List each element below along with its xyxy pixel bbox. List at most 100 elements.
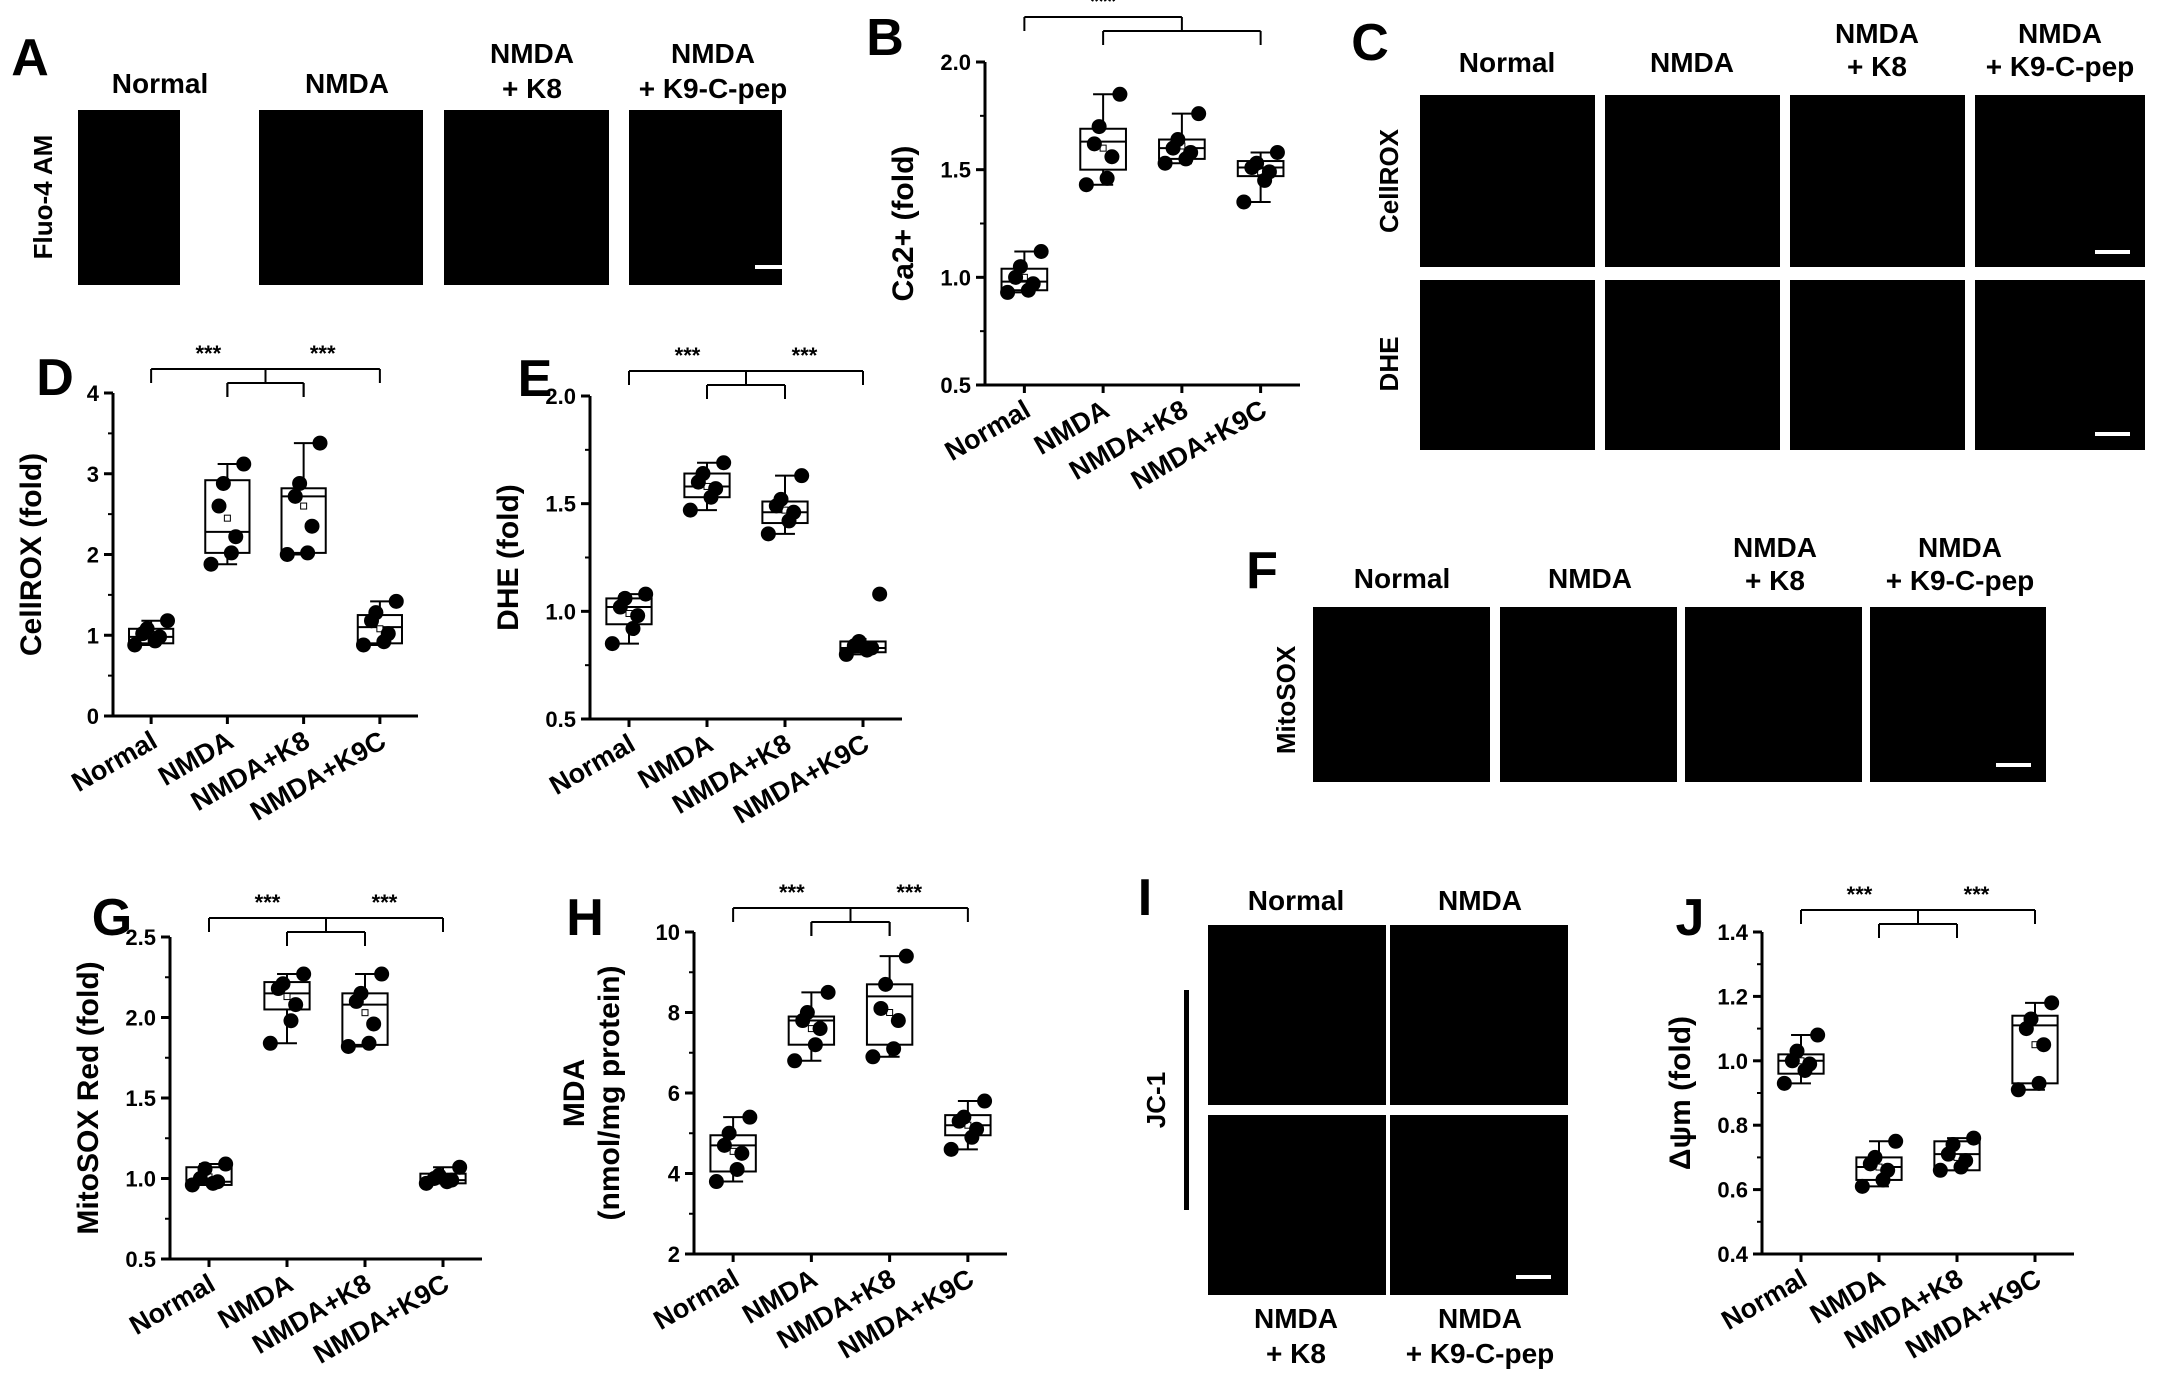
tissue-layer bbox=[1685, 755, 1862, 782]
row-label-jc1: JC-1 bbox=[1141, 1072, 1171, 1128]
data-point bbox=[1888, 1133, 1904, 1149]
tile-texture bbox=[259, 117, 423, 275]
y-tick-label: 1.0 bbox=[1717, 1049, 1748, 1074]
column-title: + K8 bbox=[1745, 565, 1805, 596]
tissue-layer bbox=[1790, 115, 1965, 137]
data-point bbox=[368, 605, 384, 621]
significance-label: *** bbox=[896, 880, 922, 905]
tissue-layer bbox=[259, 208, 423, 243]
mitosox-image-1 bbox=[1500, 607, 1677, 782]
tissue-layer bbox=[1420, 290, 1595, 311]
tissue-layer bbox=[1313, 715, 1490, 751]
data-point bbox=[380, 626, 396, 642]
data-point bbox=[388, 593, 404, 609]
box-2 bbox=[340, 966, 390, 1054]
column-title: NMDA bbox=[1835, 18, 1919, 49]
tissue-layer bbox=[1313, 621, 1490, 642]
significance-bracket: *** bbox=[706, 343, 864, 399]
data-point bbox=[127, 637, 143, 653]
tissue-layer bbox=[1790, 218, 1965, 267]
data-point bbox=[1810, 1027, 1826, 1043]
data-point bbox=[1078, 177, 1094, 193]
y-tick-label: 1 bbox=[87, 623, 99, 648]
tissue-layer bbox=[78, 159, 180, 203]
y-tick-label: 6 bbox=[668, 1081, 680, 1106]
tissue-layer bbox=[1208, 1024, 1386, 1046]
data-point bbox=[604, 636, 620, 652]
data-point bbox=[1099, 170, 1115, 186]
data-point bbox=[1091, 119, 1107, 135]
tissue-layer bbox=[1790, 395, 1965, 450]
y-tick-label: 2.0 bbox=[125, 1006, 156, 1031]
scale-bar bbox=[2095, 432, 2130, 436]
tissue-layer bbox=[1208, 979, 1386, 1019]
y-tick-label: 0 bbox=[87, 704, 99, 729]
data-point bbox=[1025, 276, 1041, 292]
tissue-layer bbox=[1870, 715, 2046, 751]
tissue-layer bbox=[1390, 979, 1568, 1019]
tissue-layer bbox=[78, 211, 180, 240]
data-point bbox=[1170, 132, 1186, 148]
data-point bbox=[2031, 1075, 2047, 1091]
tile-texture bbox=[1685, 621, 1862, 782]
y-tick-label: 4 bbox=[668, 1162, 681, 1187]
data-point bbox=[1945, 1137, 1961, 1153]
data-point bbox=[682, 502, 698, 518]
data-point bbox=[943, 1141, 959, 1157]
data-point bbox=[794, 468, 810, 484]
data-point bbox=[160, 613, 176, 629]
box-mean-marker bbox=[223, 514, 231, 522]
tissue-layer bbox=[1208, 934, 1386, 970]
data-point bbox=[625, 621, 641, 637]
data-point bbox=[864, 640, 880, 656]
data-point bbox=[223, 545, 239, 561]
tissue-layer bbox=[1685, 663, 1862, 705]
x-category-label: Normal bbox=[1716, 1263, 1812, 1335]
column-title: Normal bbox=[1248, 885, 1344, 916]
y-axis-label: (nmol/mg protein) bbox=[593, 966, 626, 1221]
y-axis-label: Ca2+ (fold) bbox=[887, 146, 920, 302]
chart-b: 0.51.01.52.0NormalNMDANMDA+K8NMDA+K9CCa2… bbox=[866, 0, 1300, 496]
data-point bbox=[288, 997, 304, 1013]
tissue-layer bbox=[1390, 1024, 1568, 1046]
column-title: + K8 bbox=[1847, 51, 1907, 82]
panel-letter-g: G bbox=[92, 889, 132, 947]
data-point bbox=[139, 621, 155, 637]
tissue-layer bbox=[1420, 218, 1595, 267]
tissue-layer bbox=[1208, 1214, 1386, 1236]
dhe-image-3 bbox=[1975, 280, 2145, 450]
scale-bar bbox=[2095, 250, 2130, 254]
box-3 bbox=[2010, 995, 2060, 1098]
column-title: NMDA bbox=[1733, 532, 1817, 563]
y-tick-label: 1.5 bbox=[545, 492, 576, 517]
column-title: NMDA bbox=[1254, 1303, 1338, 1334]
y-tick-label: 0.5 bbox=[940, 373, 971, 398]
column-title: NMDA bbox=[671, 38, 755, 69]
data-point bbox=[353, 985, 369, 1001]
tissue-layer bbox=[629, 148, 782, 201]
data-point bbox=[729, 1161, 745, 1177]
chart-e: 0.51.01.52.0NormalNMDANMDA+K8NMDA+K9CDHE… bbox=[492, 343, 902, 830]
significance-label: *** bbox=[675, 343, 701, 368]
box-0 bbox=[708, 1109, 758, 1190]
jc1-image-0 bbox=[1208, 925, 1386, 1105]
tissue-layer bbox=[444, 253, 609, 275]
tissue-layer bbox=[259, 148, 423, 201]
data-point bbox=[1867, 1149, 1883, 1165]
y-tick-label: 10 bbox=[656, 920, 680, 945]
data-point bbox=[203, 556, 219, 572]
tissue-layer bbox=[1975, 395, 2145, 450]
tile-texture bbox=[1975, 115, 2145, 267]
tissue-layer bbox=[78, 253, 180, 271]
tissue-layer bbox=[1605, 344, 1780, 382]
data-point bbox=[787, 1053, 803, 1069]
y-tick-label: 2 bbox=[87, 543, 99, 568]
data-point bbox=[452, 1159, 468, 1175]
tissue-layer bbox=[629, 253, 782, 275]
data-point bbox=[292, 475, 308, 491]
box-2 bbox=[760, 468, 810, 542]
significance-bracket: *** bbox=[226, 341, 381, 397]
column-title: NMDA bbox=[1438, 885, 1522, 916]
tissue-layer bbox=[1390, 1214, 1568, 1236]
box-0 bbox=[604, 586, 654, 652]
